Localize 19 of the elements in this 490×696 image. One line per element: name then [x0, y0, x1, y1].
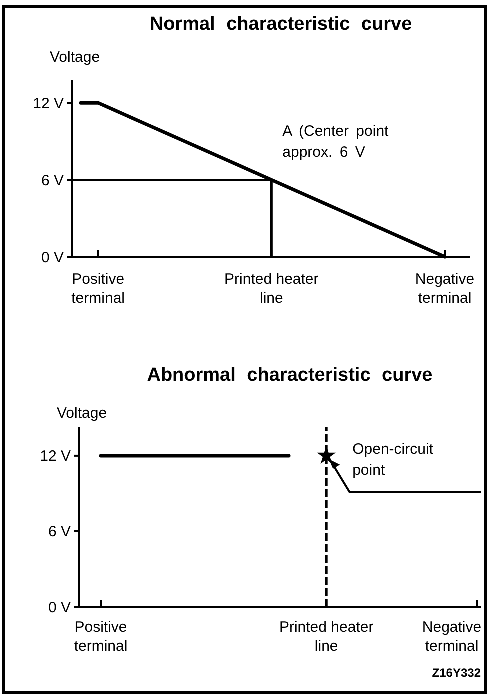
annotation: A (Center point approx. 6 V [282, 123, 390, 162]
y-tick-label: 6 V [48, 524, 71, 541]
y-tick-label: 0 V [41, 249, 64, 266]
x-tick-label: Positive terminal [74, 619, 128, 655]
y-axis-title: Voltage [57, 405, 108, 422]
x-tick-label: Positive terminal [72, 271, 126, 307]
y-axis-title: Voltage [50, 49, 100, 66]
annotation: Open-circuit point [352, 440, 434, 479]
y-tick-label: 12 V [40, 448, 71, 466]
x-tick-label: Printed heater line [224, 271, 319, 307]
chart-title: Normal characteristic curve [150, 14, 412, 35]
x-tick-label: Negative terminal [422, 619, 482, 655]
chart-title: Abnormal characteristic curve [147, 365, 433, 386]
text: Z16Y332 [432, 666, 482, 680]
x-tick-label: Negative terminal [415, 271, 475, 307]
x-tick-label: Printed heater line [279, 619, 374, 655]
y-tick-label: 12 V [33, 95, 64, 112]
y-tick-label: 0 V [48, 599, 71, 616]
y-tick-label: 6 V [41, 172, 64, 190]
